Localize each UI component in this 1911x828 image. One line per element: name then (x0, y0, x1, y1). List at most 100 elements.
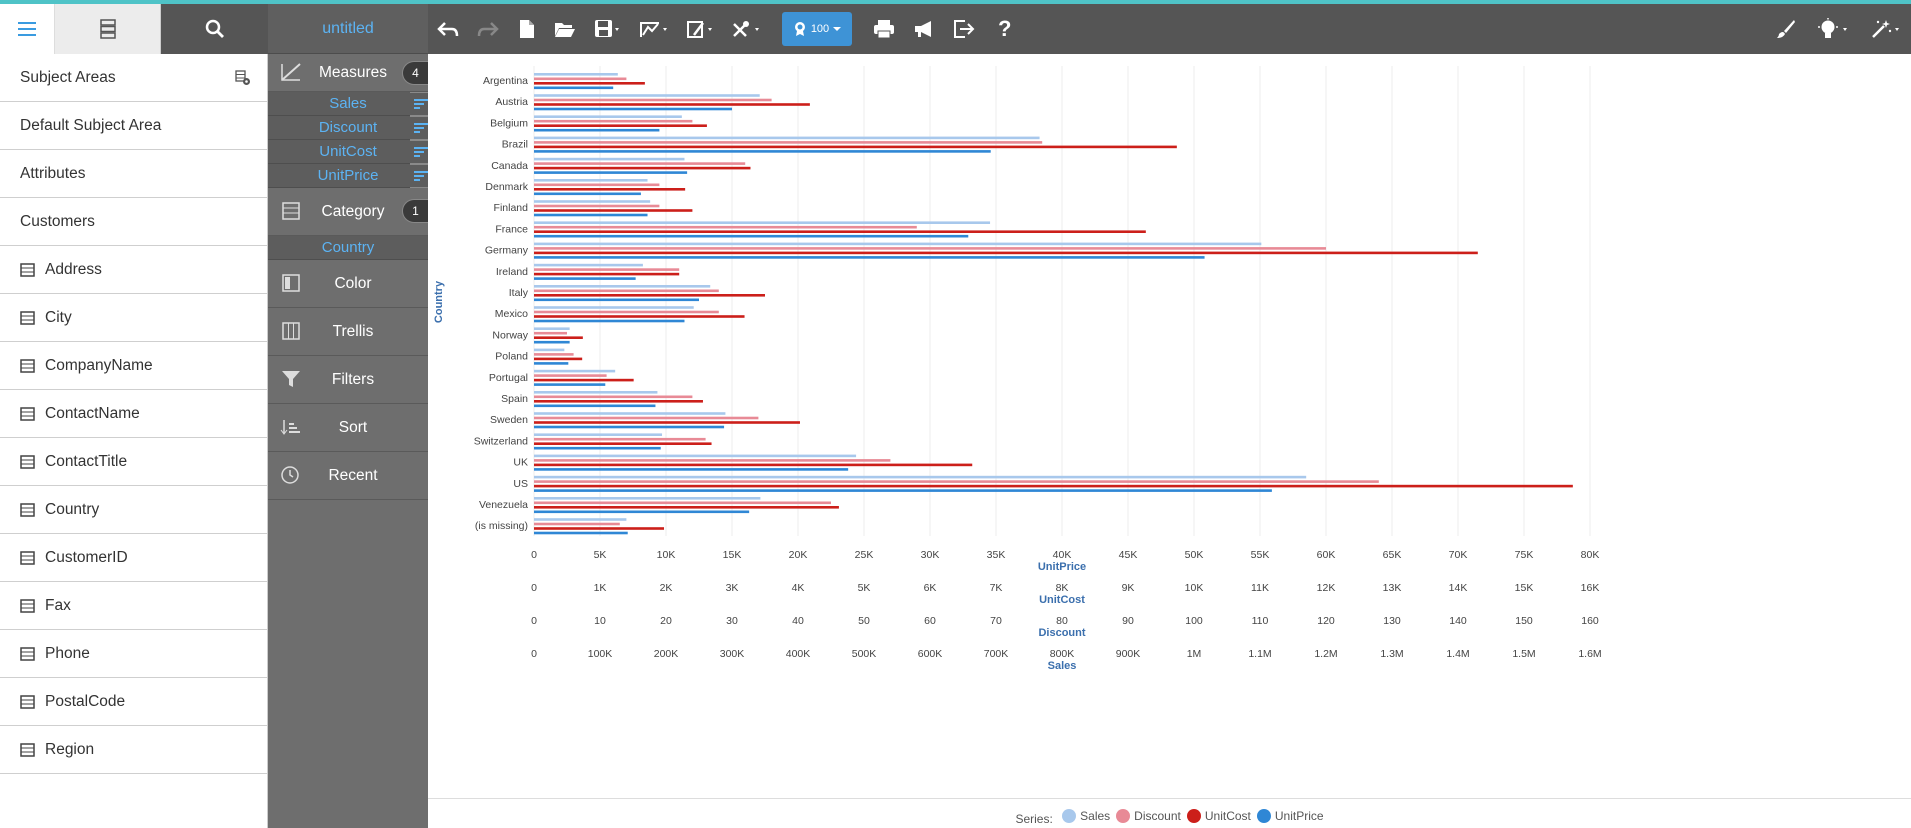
x-tick-label: 160 (1581, 615, 1599, 627)
color-section[interactable]: Color (268, 260, 428, 308)
bar-unitcost (534, 124, 707, 127)
attribute-item-postalcode[interactable]: PostalCode (0, 678, 267, 726)
bar-sales (534, 115, 682, 118)
brush-button[interactable] (1767, 4, 1805, 54)
export-button[interactable] (944, 4, 984, 54)
field-icon (20, 262, 35, 277)
legend-item-discount[interactable]: Discount (1116, 809, 1181, 823)
x-tick-label: 10K (657, 549, 676, 561)
new-document-button[interactable] (508, 4, 546, 54)
measure-item-unitprice[interactable]: UnitPrice (268, 164, 450, 188)
attribute-item-attributes[interactable]: Attributes (0, 150, 267, 198)
trellis-section[interactable]: Trellis (268, 308, 428, 356)
attribute-item-region[interactable]: Region (0, 726, 267, 774)
x-axis-title-discount: Discount (1038, 627, 1085, 639)
category-icon (282, 202, 300, 220)
chart-area: Country Argentina Austria Belgium Brazil Cana… (428, 54, 1911, 828)
sort-section[interactable]: Sort (268, 404, 428, 452)
bar-unitprice (534, 192, 641, 196)
filters-section[interactable]: Filters (268, 356, 428, 404)
bar-sales (534, 412, 726, 415)
field-icon (20, 598, 35, 613)
x-tick-label: 15K (723, 549, 742, 561)
legend-item-sales[interactable]: Sales (1062, 809, 1110, 823)
x-tick-label: 3K (726, 582, 739, 594)
x-tick-label: 20 (660, 615, 672, 627)
category-item-country[interactable]: Country (268, 236, 428, 260)
x-tick-label: 16K (1581, 582, 1600, 594)
bars-icon (414, 99, 428, 109)
data-source-button[interactable] (55, 4, 161, 54)
measures-section[interactable]: Measures 4 (268, 54, 428, 92)
bar-sales (534, 327, 570, 330)
bar-sales (534, 179, 648, 182)
help-button[interactable]: ? (984, 4, 1024, 54)
print-icon (874, 20, 894, 39)
document-title[interactable]: untitled (268, 4, 428, 54)
measure-item-discount[interactable]: Discount (268, 116, 450, 140)
print-button[interactable] (864, 4, 904, 54)
attribute-item-phone[interactable]: Phone (0, 630, 267, 678)
x-tick-label: 65K (1383, 549, 1402, 561)
attribute-item-customers[interactable]: Customers (0, 198, 267, 246)
bar-unitprice (534, 404, 656, 408)
bar-unitcost (534, 484, 1573, 488)
attribute-label: Phone (45, 644, 90, 662)
main-toolbar: 100 ? (428, 4, 1911, 54)
chart-type-button[interactable] (630, 4, 678, 54)
search-icon (205, 19, 224, 38)
hamburger-menu-button[interactable] (0, 4, 55, 54)
attribute-item-address[interactable]: Address (0, 246, 267, 294)
attribute-item-contactname[interactable]: ContactName (0, 390, 267, 438)
zoom-badge-button[interactable]: 100 (782, 12, 852, 46)
edit-chart-icon (687, 21, 712, 38)
field-icon (20, 742, 35, 757)
magic-wand-button[interactable] (1861, 4, 1911, 54)
field-icon (20, 358, 35, 373)
attribute-item-contacttitle[interactable]: ContactTitle (0, 438, 267, 486)
insights-button[interactable] (1805, 4, 1861, 54)
redo-button[interactable] (468, 4, 508, 54)
bar-unitprice (534, 340, 570, 344)
x-tick-label: 7K (990, 582, 1003, 594)
bar-unitcost (534, 357, 583, 361)
attribute-item-city[interactable]: City (0, 294, 267, 342)
magic-wand-icon (1872, 20, 1899, 38)
legend-item-unitcost[interactable]: UnitCost (1186, 809, 1251, 823)
bar-unitcost (534, 294, 765, 297)
save-button[interactable] (584, 4, 630, 54)
category-label: Argentina (483, 75, 528, 87)
category-section[interactable]: Category 1 (268, 188, 428, 236)
measures-icon (281, 63, 301, 81)
measures-count-badge: 4 (402, 61, 428, 85)
bar-unitcost (534, 421, 800, 424)
measure-item-unitcost[interactable]: UnitCost (268, 140, 450, 164)
open-button[interactable] (546, 4, 584, 54)
announce-button[interactable] (904, 4, 944, 54)
undo-button[interactable] (428, 4, 468, 54)
bar-discount (534, 77, 627, 81)
legend-item-unitprice[interactable]: UnitPrice (1256, 809, 1324, 823)
attributes-panel: Subject Areas Default Subject Area Attribu… (0, 54, 268, 828)
attribute-item-subject-areas[interactable]: Subject Areas (0, 54, 267, 102)
tools-button[interactable] (722, 4, 770, 54)
attribute-item-customerid[interactable]: CustomerID (0, 534, 267, 582)
bar-unitcost (534, 82, 645, 85)
subject-area-settings-icon[interactable] (235, 70, 251, 86)
recent-section[interactable]: Recent (268, 452, 428, 500)
legend-swatch (1116, 809, 1131, 823)
bar-sales (534, 157, 685, 161)
attribute-item-country[interactable]: Country (0, 486, 267, 534)
attribute-item-default-subject-area[interactable]: Default Subject Area (0, 102, 267, 150)
x-axis-title-sales: Sales (1048, 660, 1077, 672)
edit-chart-button[interactable] (678, 4, 722, 54)
attribute-item-fax[interactable]: Fax (0, 582, 267, 630)
x-tick-label: 200K (654, 648, 679, 660)
x-axis-title-unitcost: UnitCost (1039, 594, 1085, 606)
attribute-item-companyname[interactable]: CompanyName (0, 342, 267, 390)
search-button[interactable] (161, 4, 268, 54)
chevron-down-icon (833, 27, 842, 31)
measure-item-sales[interactable]: Sales (268, 92, 450, 116)
bar-unitprice (534, 298, 699, 302)
